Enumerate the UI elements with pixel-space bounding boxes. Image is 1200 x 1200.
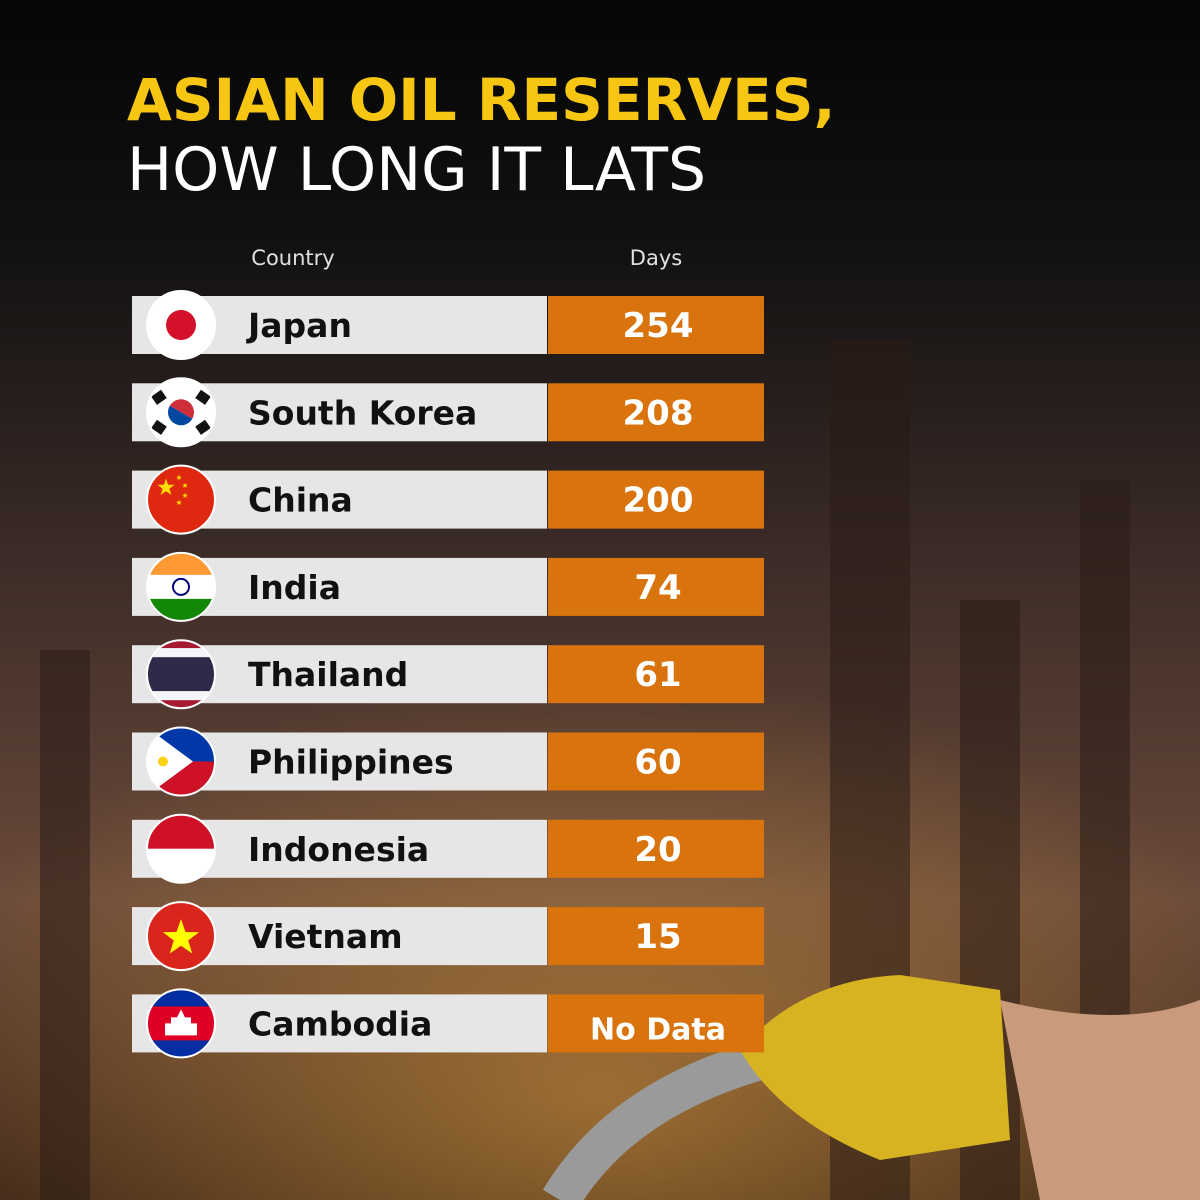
flag-shapes <box>147 465 215 534</box>
days-cell <box>548 296 764 354</box>
days-cell <box>548 645 764 704</box>
days-value: 60 <box>634 743 681 783</box>
fuel-nozzle <box>542 975 1200 1200</box>
flag <box>146 377 216 448</box>
days-value: 15 <box>634 917 681 957</box>
table-row: Thailand 61 <box>132 639 764 710</box>
country-name: Vietnam <box>248 917 403 956</box>
flag-border <box>146 464 216 535</box>
table-rows: Japan 254 South Korea 208 China 200 India 74 Tha… <box>132 290 764 1059</box>
country-name: Thailand <box>248 655 408 694</box>
days-cell <box>548 994 764 1053</box>
flag-shapes <box>147 640 215 709</box>
flag-part <box>158 756 168 767</box>
flag-border <box>146 726 216 797</box>
flag-shapes <box>147 291 215 359</box>
table-row: India 74 <box>132 551 764 622</box>
days-value: 208 <box>623 393 694 433</box>
flag-shapes <box>147 989 215 1058</box>
flag-part <box>147 700 215 709</box>
table-row: South Korea 208 <box>132 377 764 448</box>
flag-part <box>157 478 175 495</box>
flag-part <box>168 405 193 426</box>
flag-border <box>146 813 216 884</box>
flag-border <box>146 290 216 360</box>
flag-part <box>165 1009 197 1036</box>
days-value: No Data <box>590 1012 726 1047</box>
country-name: Japan <box>246 306 352 345</box>
flag-border <box>146 639 216 710</box>
flag <box>146 639 216 710</box>
flag-shapes <box>147 902 215 971</box>
table-row: Indonesia 20 <box>132 813 764 884</box>
country-name: Indonesia <box>248 830 429 869</box>
days-value: 20 <box>634 830 681 870</box>
table-row: Cambodia No Data <box>132 988 764 1059</box>
flag-border <box>146 988 216 1059</box>
table-row: Vietnam 15 <box>132 901 764 972</box>
flag <box>146 901 216 972</box>
flag-shapes <box>147 378 215 447</box>
flag-part <box>176 499 182 505</box>
flag-border <box>146 901 216 972</box>
flag-part <box>195 419 211 435</box>
flag-part <box>182 482 188 488</box>
days-cell <box>548 907 764 966</box>
flag-part <box>162 919 200 954</box>
country-name: South Korea <box>248 393 477 432</box>
flag-part <box>151 419 167 435</box>
flag-part <box>176 474 182 480</box>
flag-part <box>151 389 167 405</box>
country-name: India <box>248 568 341 607</box>
flag <box>146 290 216 360</box>
days-cell <box>548 732 764 791</box>
days-cell <box>548 557 764 616</box>
flag-part <box>169 399 194 419</box>
title: ASIAN OIL RESERVES, <box>127 66 836 134</box>
days-value: 200 <box>623 481 694 521</box>
flag-part <box>166 310 196 340</box>
flag-border <box>146 377 216 448</box>
days-value: 254 <box>623 306 694 346</box>
days-value: 74 <box>634 568 681 608</box>
flag-part <box>147 648 215 658</box>
column-header: Country <box>251 246 334 270</box>
flag-part <box>147 727 193 796</box>
days-cell <box>548 470 764 529</box>
column-header: Days <box>630 246 682 270</box>
flag <box>146 464 216 535</box>
country-name: China <box>248 481 353 520</box>
flag-border <box>146 551 216 622</box>
flag-part <box>147 691 215 701</box>
days-value: 61 <box>634 655 681 695</box>
days-cell <box>548 819 764 878</box>
flag <box>146 551 216 622</box>
flag <box>146 988 216 1059</box>
flag-part <box>147 640 215 649</box>
flag-part <box>182 492 188 498</box>
table-row: China 200 <box>132 464 764 535</box>
table-row: Japan 254 <box>132 290 764 360</box>
flag-part <box>195 389 211 405</box>
days-cell <box>548 383 764 442</box>
flag-part <box>147 657 215 692</box>
flag-part <box>172 577 190 596</box>
subtitle: HOW LONG IT LATS <box>127 135 706 205</box>
table-row: Philippines 60 <box>132 726 764 797</box>
country-name: Philippines <box>248 743 454 782</box>
country-name: Cambodia <box>248 1004 432 1043</box>
